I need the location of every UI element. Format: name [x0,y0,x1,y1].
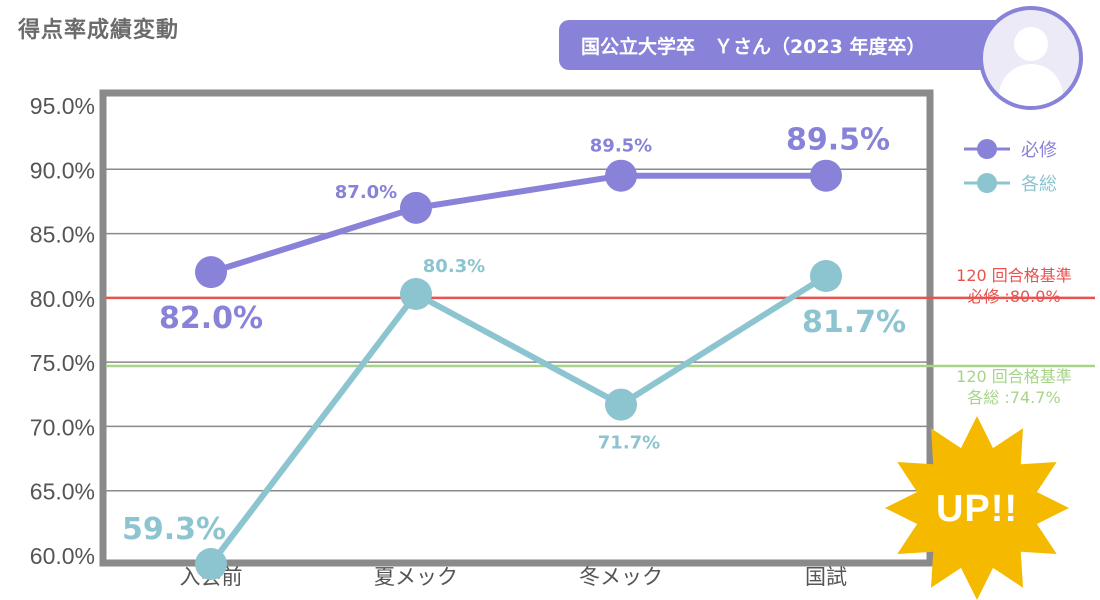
data-label: 82.0% [159,301,263,336]
x-tick-label: 国試 [805,565,847,589]
plot-frame [99,89,934,567]
legend-label: 各総 [1021,174,1057,195]
x-tick-label: 夏メック [374,565,458,589]
y-tick-label: 65.0% [30,479,95,505]
data-point [810,260,842,292]
up-starburst [885,416,1069,600]
y-tick-label: 70.0% [30,414,95,440]
data-point [605,159,637,192]
reference-label-line2: 必修 :80.0% [967,287,1060,306]
reference-label-line2: 各総 :74.7% [967,388,1060,407]
data-point [195,548,227,580]
page-title: 得点率成績変動 [18,18,180,43]
reference-label-line1: 120 回合格基準 [956,367,1072,386]
y-tick-label: 75.0% [30,350,95,376]
data-point [400,191,432,224]
legend-marker [977,173,997,193]
profile-label: 国公立大学卒 Ｙさん（2023 年度卒） [581,35,926,58]
data-point [605,388,637,421]
data-label: 81.7% [802,305,906,340]
legend-marker [977,139,997,159]
data-point [195,256,227,289]
series-line-kakuso [208,273,828,566]
legend-label: 必修 [1021,140,1057,161]
data-label: 89.5% [786,123,890,158]
profile-banner: 国公立大学卒 Ｙさん（2023 年度卒） [559,20,1014,70]
avatar-icon [979,6,1083,110]
data-point [400,278,432,310]
up-badge-label: UP!! [935,488,1019,530]
data-label: 80.3% [423,256,485,277]
y-tick-label: 95.0% [30,93,95,119]
data-label: 89.5% [590,136,652,157]
y-tick-label: 85.0% [30,222,95,248]
data-point [810,159,842,192]
data-label: 87.0% [335,182,397,203]
data-label: 59.3% [122,512,226,547]
y-tick-label: 60.0% [30,543,95,569]
reference-label-line1: 120 回合格基準 [956,266,1072,285]
y-tick-label: 80.0% [30,286,95,312]
data-label: 71.7% [598,433,660,454]
series-line-hisshu [210,172,826,276]
y-tick-label: 90.0% [30,157,95,183]
x-tick-label: 冬メック [579,565,663,589]
